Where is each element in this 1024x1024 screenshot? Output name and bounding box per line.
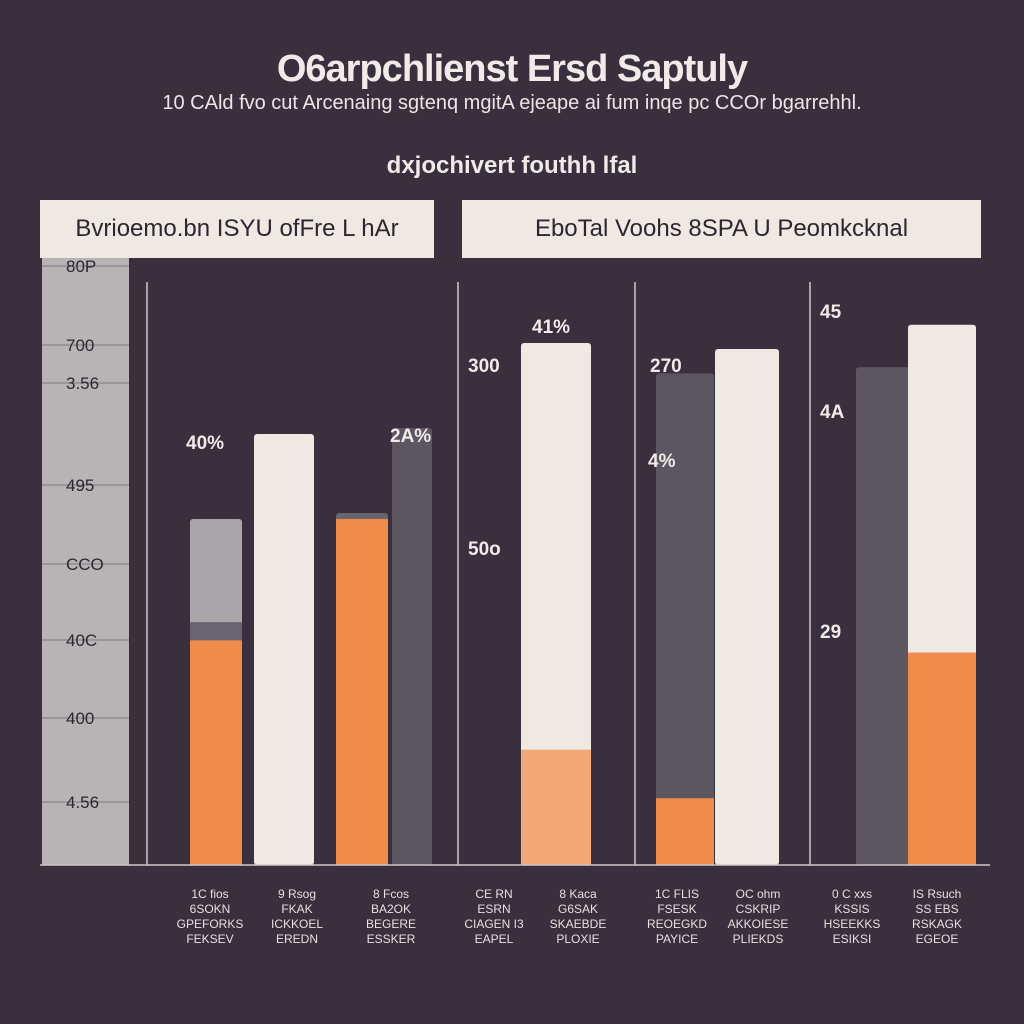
category-label: SS EBS bbox=[915, 902, 958, 916]
panel-header-left: Bvrioemo.bn ISYU ofFre L hAr bbox=[40, 200, 434, 258]
data-label: 4A bbox=[820, 402, 845, 423]
data-label: 50o bbox=[468, 539, 501, 560]
bar-9-segment-2 bbox=[908, 652, 976, 865]
bar-1-segment-3 bbox=[190, 640, 242, 865]
category-label: BA2OK bbox=[371, 902, 411, 916]
category-label: CIAGEN I3 bbox=[464, 917, 524, 931]
bar-3-segment-3 bbox=[336, 519, 388, 865]
chart-subtitle: 10 CAld fvo cut Arcenaing sgtenq mgitA e… bbox=[162, 92, 862, 114]
y-tick-label: 80P bbox=[66, 257, 96, 276]
category-label: CE RN bbox=[475, 887, 512, 901]
category-label: HSEEKKS bbox=[824, 917, 881, 931]
y-tick-label: 495 bbox=[66, 476, 94, 495]
category-label: FKAK bbox=[281, 902, 312, 916]
category-label: REOEGKD bbox=[647, 917, 707, 931]
category-label: G6SAK bbox=[558, 902, 598, 916]
y-tick-label: 4.56 bbox=[66, 793, 99, 812]
y-tick-label: 700 bbox=[66, 336, 94, 355]
category-label: BEGERE bbox=[366, 917, 416, 931]
category-label: CSKRIP bbox=[736, 902, 781, 916]
data-label: 300 bbox=[468, 356, 500, 377]
category-label: SKAEBDE bbox=[550, 917, 607, 931]
data-label: 45 bbox=[820, 302, 842, 323]
bar-4-segment-1 bbox=[392, 427, 432, 865]
category-label: 8 Kaca bbox=[559, 887, 597, 901]
category-label: RSKAGK bbox=[912, 917, 962, 931]
y-axis-strip bbox=[42, 258, 129, 865]
category-label: 6SOKN bbox=[190, 902, 231, 916]
panel-header-right: EboTal Voohs 8SPA U Peomkcknal bbox=[462, 200, 981, 258]
category-label: FEKSEV bbox=[186, 932, 233, 946]
category-label: 9 Rsog bbox=[278, 887, 316, 901]
category-label: EREDN bbox=[276, 932, 318, 946]
y-tick-label: CCO bbox=[66, 555, 104, 574]
bar-6-segment-1 bbox=[656, 373, 714, 865]
data-label: 270 bbox=[650, 356, 682, 377]
category-label: KSSIS bbox=[834, 902, 869, 916]
category-label: PLOXIE bbox=[556, 932, 599, 946]
category-label: PAYICE bbox=[656, 932, 698, 946]
category-label: 1C fios bbox=[191, 887, 228, 901]
category-label: ESRN bbox=[477, 902, 510, 916]
chart-title: O6arpchlienst Ersd Saptuly bbox=[276, 48, 748, 90]
bar-7-segment-1 bbox=[715, 349, 779, 865]
category-label: 1C FLIS bbox=[655, 887, 699, 901]
bar-5-segment-2 bbox=[521, 749, 591, 865]
category-label: ESSKER bbox=[367, 932, 416, 946]
data-label: 41% bbox=[532, 317, 570, 338]
category-label: 0 C xxs bbox=[832, 887, 872, 901]
data-label: 2A% bbox=[390, 426, 431, 447]
category-label: AKKOIESE bbox=[728, 917, 789, 931]
bar-8-segment-1 bbox=[856, 367, 911, 865]
category-label: ESIKSI bbox=[833, 932, 872, 946]
y-tick-label: 3.56 bbox=[66, 374, 99, 393]
bar-5-segment-1 bbox=[521, 342, 591, 866]
data-label: 29 bbox=[820, 622, 841, 643]
category-label: FSESK bbox=[657, 902, 696, 916]
data-label: 40% bbox=[186, 433, 224, 454]
category-label: IS Rsuch bbox=[913, 887, 962, 901]
category-label: PLIEKDS bbox=[733, 932, 784, 946]
category-label: ICKKOEL bbox=[271, 917, 323, 931]
bar-2-segment-1 bbox=[254, 434, 314, 865]
section-heading: dxjochivert fouthh lfal bbox=[386, 152, 638, 179]
category-label: EAPEL bbox=[475, 932, 514, 946]
category-label: GPEFORKS bbox=[177, 917, 244, 931]
category-label: 8 Fcos bbox=[373, 887, 409, 901]
bar-6-segment-2 bbox=[656, 798, 714, 865]
category-label: OC ohm bbox=[736, 887, 781, 901]
data-label: 4% bbox=[648, 451, 676, 472]
category-label: EGEOE bbox=[916, 932, 959, 946]
y-tick-label: 40C bbox=[66, 631, 97, 650]
y-tick-label: 400 bbox=[66, 709, 94, 728]
